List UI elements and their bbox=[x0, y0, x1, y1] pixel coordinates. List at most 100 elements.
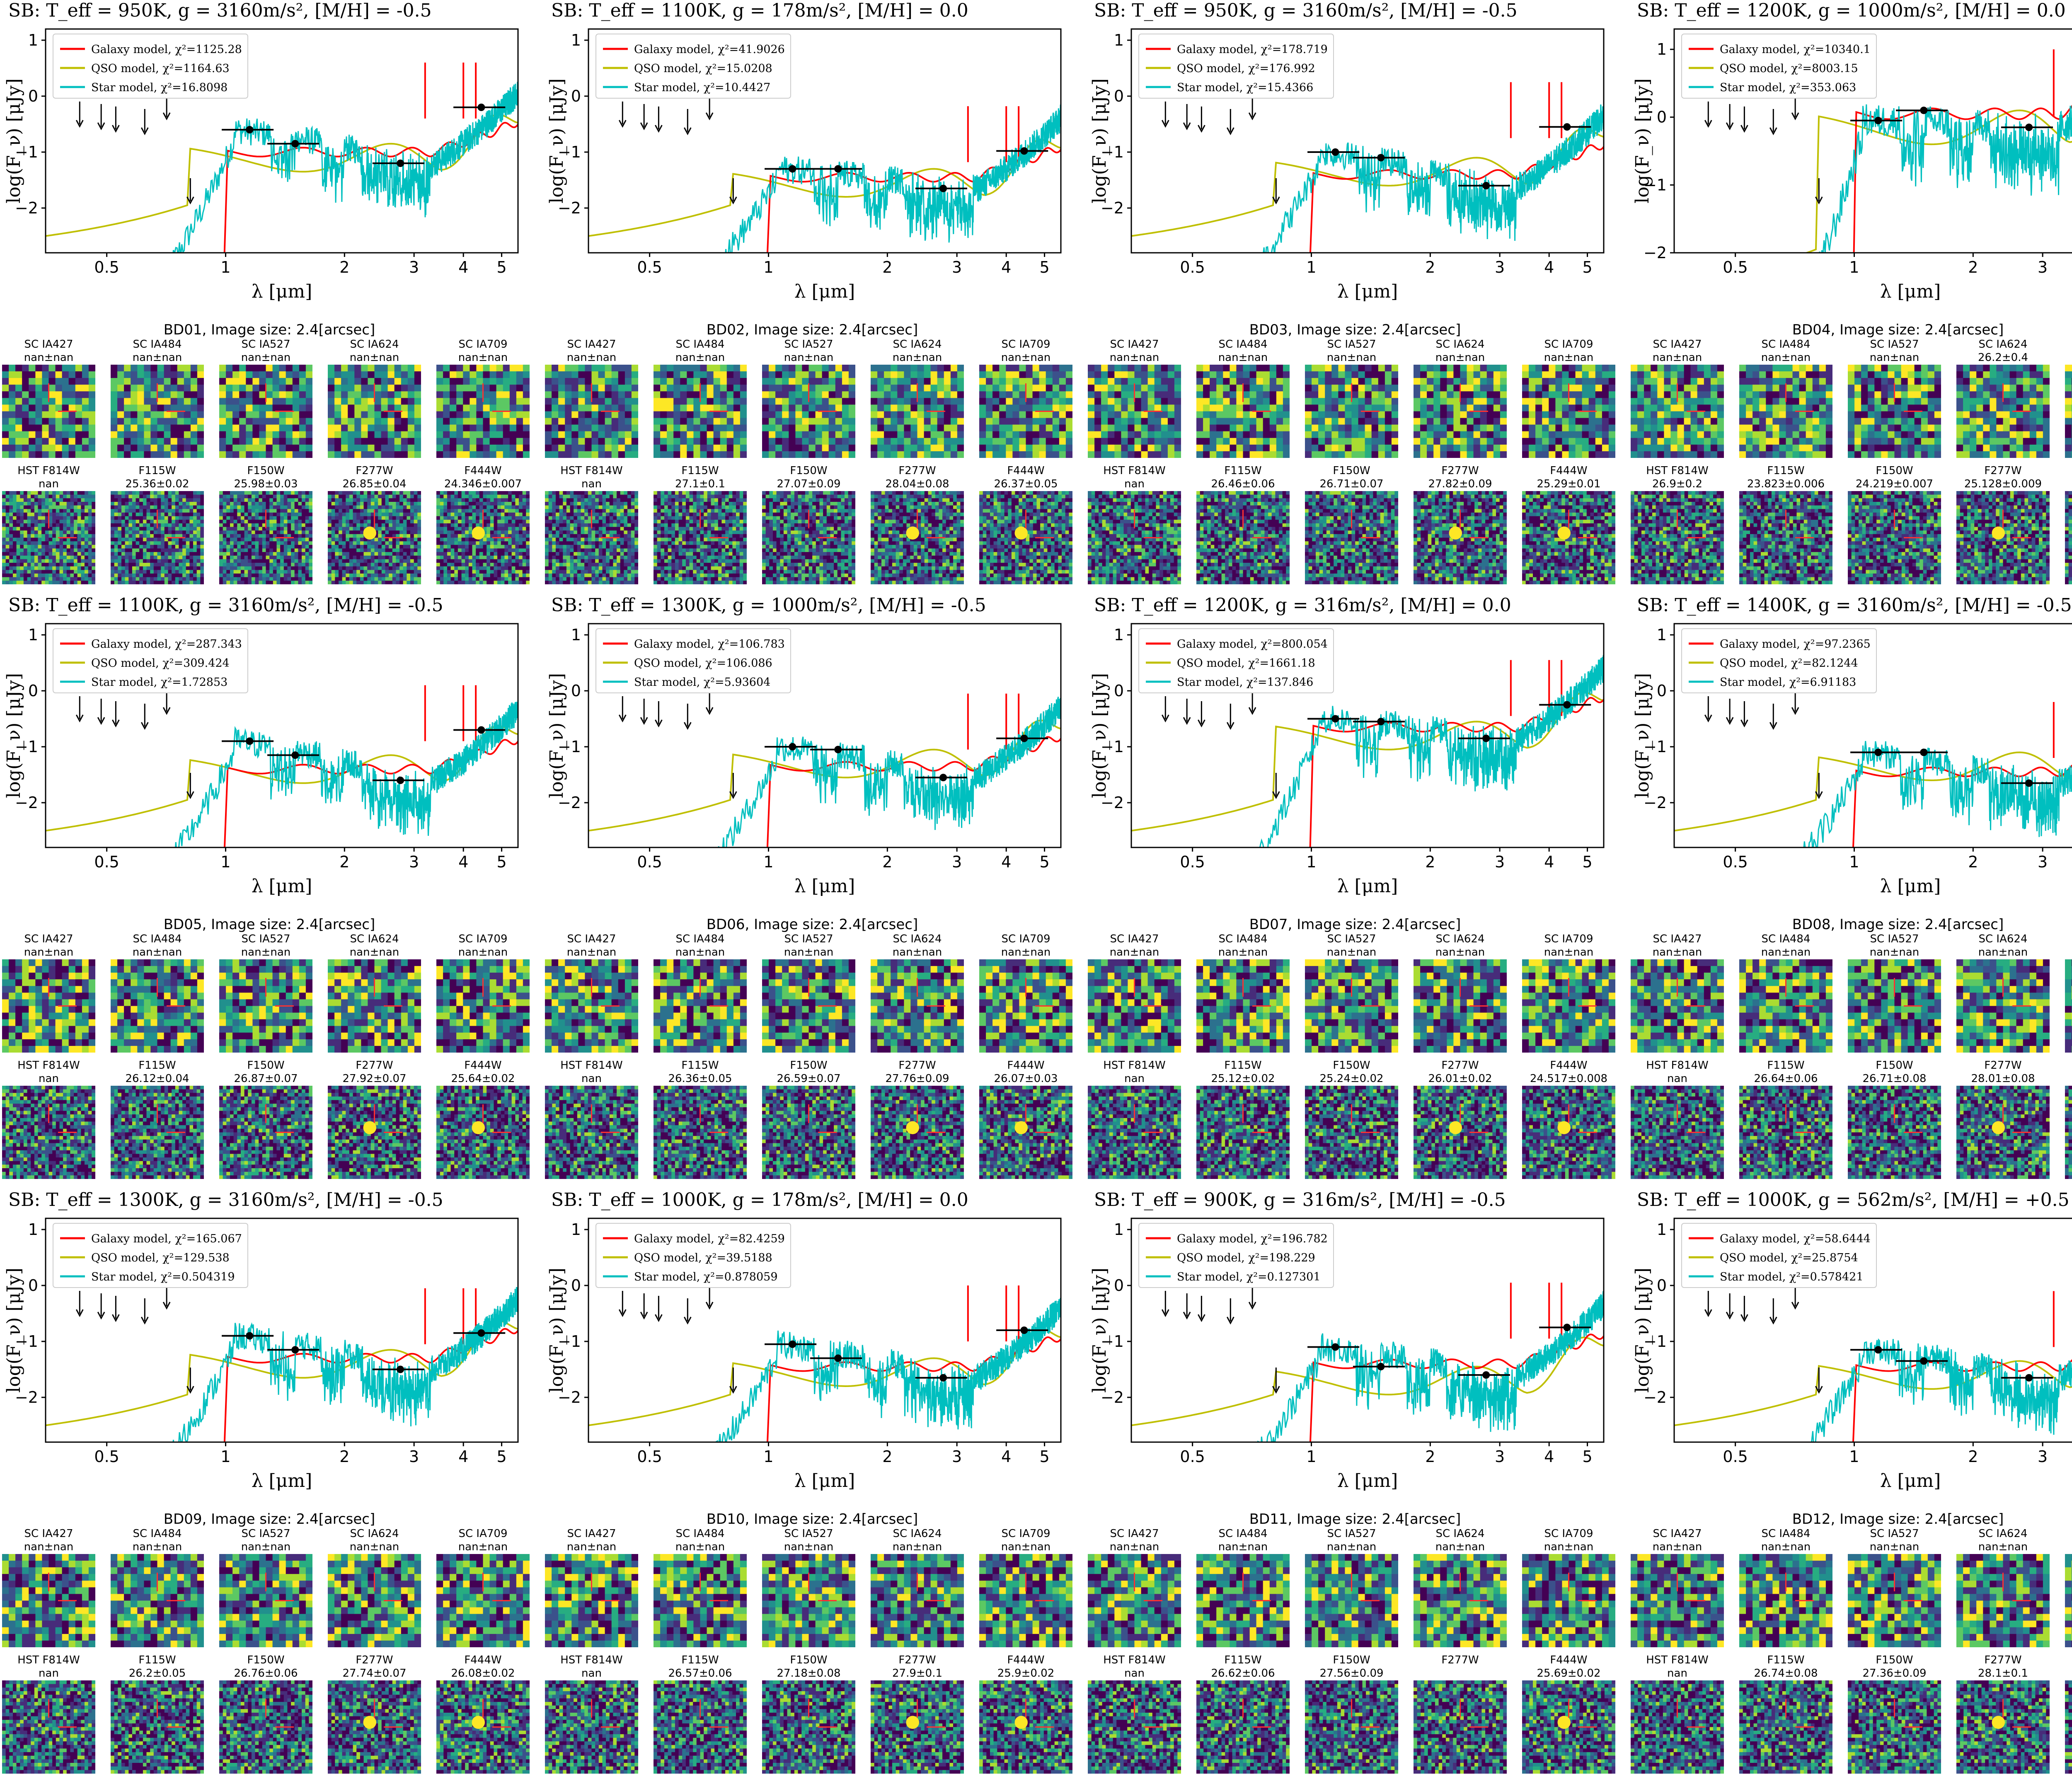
sed-title: SB: T_eff = 1400K, g = 3160m/s², [M/H] =… bbox=[1637, 595, 2072, 616]
jwst-cutout-image bbox=[111, 1680, 204, 1774]
jwst-cutout-label: F277W 27.74±0.07 bbox=[328, 1653, 421, 1680]
axes-frame bbox=[1130, 623, 1605, 848]
sc-cutout-image bbox=[111, 1554, 204, 1647]
x-tick-label: 2 bbox=[339, 853, 349, 871]
y-tick-label: −2 bbox=[1644, 244, 1667, 262]
upper-limit-arrow bbox=[618, 102, 627, 128]
upper-limit-arrow bbox=[1198, 107, 1205, 133]
photometry-point bbox=[1920, 748, 1928, 756]
upper-limit-arrow bbox=[1198, 1296, 1205, 1322]
legend-entry-galaxy: Galaxy model, χ²=287.343 bbox=[91, 638, 242, 651]
upper-limit-arrow bbox=[1704, 1291, 1712, 1317]
jwst-cutout-label: F115W 26.57±0.06 bbox=[654, 1653, 747, 1680]
sed-plot: −2 −1 0 1 0.5 1 2 3 4 5 λ [μm] log(F_ν) [μJy] Galaxy… bbox=[546, 28, 1062, 302]
jwst-cutout-label: F115W 26.2±0.05 bbox=[111, 1653, 204, 1680]
y-axis-label: log(F_ν) [μJy] bbox=[1632, 1268, 1653, 1393]
sc-cutout-image bbox=[1088, 1554, 1181, 1647]
jwst-cutout-image bbox=[328, 1680, 421, 1774]
sc-cutout-image bbox=[328, 1554, 421, 1647]
jwst-cutout-image bbox=[2065, 1086, 2072, 1179]
y-tick-label: −2 bbox=[15, 1388, 38, 1406]
jwst-cutout-image bbox=[2065, 491, 2072, 584]
photometry-point bbox=[1920, 1357, 1928, 1365]
sc-cutout-image bbox=[328, 959, 421, 1053]
x-tick-label: 4 bbox=[458, 258, 468, 276]
photometry-point bbox=[477, 104, 485, 111]
sc-cutout-label: SC IA484 nan±nan bbox=[654, 338, 747, 364]
jwst-cutout-image bbox=[654, 1680, 747, 1774]
jwst-cutout-label: F150W 26.71±0.08 bbox=[1848, 1059, 1941, 1085]
jwst-cutout-label: HST F814W nan bbox=[1631, 1653, 1724, 1680]
sc-cutout-image bbox=[2, 959, 95, 1053]
upper-limit-arrow bbox=[112, 701, 120, 728]
x-tick-label: 5 bbox=[1582, 1448, 1592, 1466]
legend-entry-star: Star model, χ²=10.4427 bbox=[634, 81, 770, 94]
legend-entry-qso: QSO model, χ²=82.1244 bbox=[1720, 657, 1858, 670]
sc-cutout-image bbox=[654, 1554, 747, 1647]
x-tick-label: 0.5 bbox=[1180, 1448, 1205, 1466]
x-tick-label: 5 bbox=[1039, 258, 1049, 276]
sc-cutout-label: SC IA484 nan±nan bbox=[654, 932, 747, 959]
y-tick-label: 1 bbox=[1657, 1220, 1667, 1239]
x-tick-label: 5 bbox=[1039, 853, 1049, 871]
jwst-cutout-image bbox=[111, 1086, 204, 1179]
upper-limit-arrow bbox=[1769, 1298, 1777, 1325]
jwst-cutout-label: F115W 26.62±0.06 bbox=[1196, 1653, 1290, 1680]
x-tick-label: 1 bbox=[220, 258, 230, 276]
photometry-point bbox=[1874, 1346, 1882, 1354]
sc-cutout-image bbox=[762, 1554, 855, 1647]
photometry-point bbox=[789, 165, 796, 173]
sc-cutout-label: SC IA427 nan±nan bbox=[1631, 1527, 1724, 1554]
jwst-cutout-label: F277W 28.1±0.1 bbox=[1956, 1653, 2050, 1680]
sc-cutout-image bbox=[111, 365, 204, 458]
upper-limit-arrow bbox=[655, 1296, 663, 1322]
x-tick-label: 0.5 bbox=[1723, 1448, 1748, 1466]
y-tick-label: 1 bbox=[1114, 31, 1124, 49]
jwst-cutout-label: F150W 26.71±0.07 bbox=[1305, 464, 1398, 491]
x-tick-label: 0.5 bbox=[1723, 258, 1748, 276]
y-tick-label: −1 bbox=[558, 143, 581, 161]
axes-frame bbox=[588, 623, 1062, 848]
x-tick-label: 1 bbox=[1306, 853, 1316, 871]
upper-limit-arrow bbox=[1183, 104, 1191, 131]
jwst-cutout-label: F444W23.454±0.003 bbox=[2065, 464, 2072, 491]
upper-limit-arrow bbox=[618, 696, 627, 723]
x-tick-label: 1 bbox=[1306, 1448, 1316, 1466]
y-axis-label: log(F_ν) [μJy] bbox=[3, 673, 24, 798]
jwst-cutout-image bbox=[1305, 1680, 1398, 1774]
photometry-point bbox=[1482, 182, 1490, 189]
photometry-point bbox=[834, 165, 842, 173]
jwst-cutout-image bbox=[1414, 1086, 1507, 1179]
upper-limit-arrow bbox=[683, 1298, 692, 1325]
y-tick-label: 1 bbox=[1114, 626, 1124, 644]
jwst-cutout-image bbox=[979, 491, 1072, 584]
x-tick-label: 3 bbox=[409, 258, 419, 276]
x-axis-label: λ [μm] bbox=[794, 1470, 855, 1491]
jwst-cutout-image bbox=[545, 1680, 638, 1774]
jwst-cutout-label: F115W 26.46±0.06 bbox=[1196, 464, 1290, 491]
legend-entry-qso: QSO model, χ²=39.5188 bbox=[634, 1251, 772, 1264]
x-axis-label: λ [μm] bbox=[252, 281, 312, 302]
cutout-title: BD01, Image size: 2.4[arcsec] bbox=[0, 322, 539, 338]
sc-cutout-image bbox=[762, 365, 855, 458]
sc-cutout-label: SC IA427 nan±nan bbox=[2, 1527, 95, 1554]
upper-limit-arrow bbox=[97, 699, 105, 725]
legend-entry-galaxy: Galaxy model, χ²=82.4259 bbox=[634, 1232, 785, 1245]
photometry-point bbox=[397, 777, 404, 784]
photometry-point bbox=[1874, 748, 1882, 756]
jwst-cutout-image bbox=[436, 1680, 530, 1774]
upper-limit-arrow bbox=[1272, 178, 1280, 205]
x-tick-label: 1 bbox=[1849, 853, 1859, 871]
legend-entry-star: Star model, χ²=0.578421 bbox=[1720, 1271, 1864, 1283]
photometry-point bbox=[789, 743, 796, 750]
jwst-cutout-image bbox=[654, 491, 747, 584]
object-panel-bd08: SB: T_eff = 1400K, g = 3160m/s², [M/H] =… bbox=[1629, 595, 2072, 1187]
star-model-line bbox=[1263, 104, 1604, 253]
x-tick-label: 3 bbox=[1495, 1448, 1505, 1466]
jwst-cutout-image bbox=[1088, 1680, 1181, 1774]
y-tick-label: 1 bbox=[571, 1220, 581, 1239]
sc-cutout-image bbox=[1522, 1554, 1615, 1647]
y-tick-label: 0 bbox=[571, 1276, 581, 1295]
